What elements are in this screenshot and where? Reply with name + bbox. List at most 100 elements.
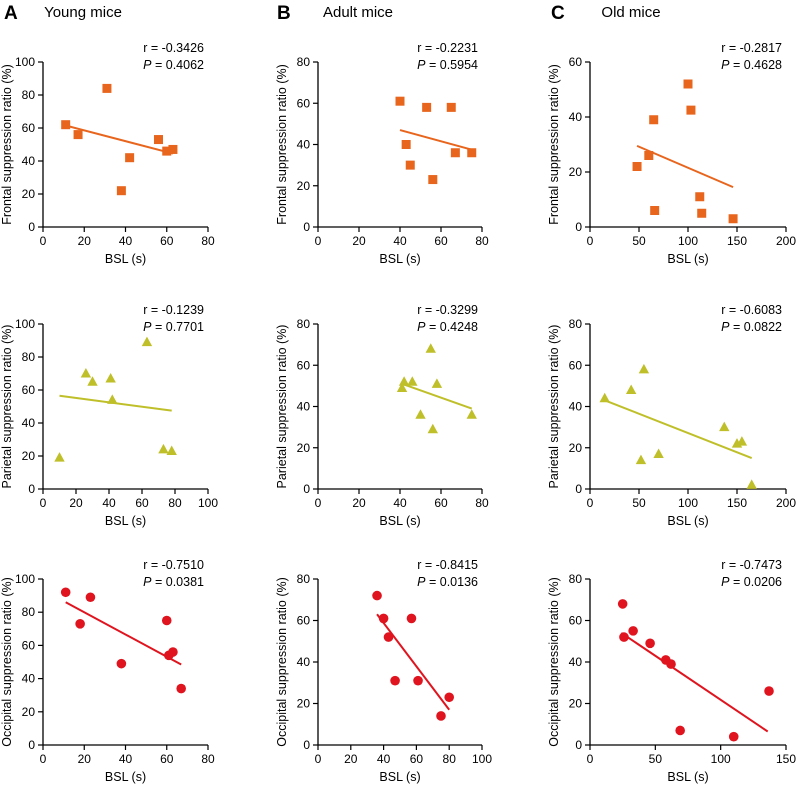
x-tick-label: 40 [393,234,407,248]
x-tick-label: 50 [632,234,646,248]
data-point-circle [619,632,629,642]
p-value-number: = 0.7701 [152,320,205,334]
p-value-label: P [721,575,730,589]
y-tick-label: 40 [22,672,36,686]
y-tick-label: 0 [28,738,35,752]
data-point-circle [764,686,774,696]
data-point-square [125,153,135,163]
data-point-triangle [625,384,637,394]
x-tick-label: 60 [434,496,448,510]
p-value: P = 0.4248 [417,320,478,334]
data-point-triangle [407,376,418,386]
y-axis-label: Frontal suppression ratio (%) [275,64,289,224]
y-tick-label: 100 [15,572,35,586]
y-tick-label: 60 [22,121,36,135]
data-point-square [649,115,659,125]
data-point-square [697,208,707,218]
x-tick-label: 60 [434,234,448,248]
correlation-r: r = -0.1239 [143,303,204,317]
y-axis-label: Frontal suppression ratio (%) [0,64,14,224]
x-tick-label: 0 [587,496,594,510]
y-tick-label: 0 [28,220,35,234]
p-value: P = 0.4628 [721,58,782,72]
y-tick-label: 80 [22,350,36,364]
y-tick-label: 20 [297,441,311,455]
x-axis-label: BSL (s) [105,252,146,266]
y-axis-label: Parietal suppression ratio (%) [547,325,561,489]
x-tick-label: 100 [678,496,698,510]
data-point-circle [161,615,172,626]
x-tick-label: 60 [410,752,424,766]
p-value-number: = 0.0206 [730,575,783,589]
p-value-number: = 0.4628 [730,58,783,72]
x-tick-label: 80 [475,496,489,510]
x-tick-label: 0 [315,496,322,510]
data-point-circle [617,599,628,609]
data-point-circle [444,692,455,703]
data-point-square [102,83,112,93]
data-point-square [61,120,71,130]
data-point-circle [383,632,394,642]
data-point-square [650,206,660,215]
x-tick-label: 50 [649,752,663,766]
chart-panel-B-occipital: 0 20 40 60 80 100 0 20 40 60 80 BSL (s) Occipital su… [275,558,492,784]
x-tick-label: 80 [475,234,489,248]
y-axis-label: Occipital suppression ratio (%) [275,577,289,747]
x-tick-label: 60 [135,496,149,510]
p-value: P = 0.0206 [721,575,782,589]
p-value-label: P [417,575,426,589]
data-point-square [446,102,456,112]
correlation-r: r = -0.7473 [721,558,782,572]
y-tick-label: 80 [22,605,36,619]
data-point-square [450,148,460,158]
panel-letter-c: C [551,3,565,24]
data-point-square [728,214,738,224]
correlation-r: r = -0.7510 [143,558,204,572]
y-tick-label: 20 [22,187,36,201]
y-tick-label: 20 [22,449,36,463]
y-tick-label: 0 [28,482,35,496]
data-point-triangle [141,336,153,347]
p-value: P = 0.7701 [143,320,204,334]
p-value-label: P [143,575,152,589]
data-point-circle [628,626,638,636]
data-point-square [644,151,654,160]
x-tick-label: 100 [198,496,218,510]
p-value: P = 0.0822 [721,320,782,334]
data-point-triangle [105,372,116,383]
x-tick-label: 0 [587,752,594,766]
data-point-circle [728,731,739,742]
correlation-r: r = -0.8415 [417,558,478,572]
data-point-circle [666,659,676,669]
chart-panel-C-frontal: 0 50 100 150 200 0 20 40 60 BSL (s) Frontal suppre… [547,41,796,266]
regression-line [376,613,450,711]
p-value-label: P [143,320,152,334]
data-point-square [428,175,438,185]
data-point-triangle [54,452,65,462]
x-axis-label: BSL (s) [379,252,420,266]
x-tick-label: 20 [69,496,83,510]
data-point-circle [60,587,71,598]
data-point-triangle [736,436,748,446]
regression-line [399,129,473,151]
data-point-square [162,146,172,156]
y-axis-label: Frontal suppression ratio (%) [547,64,561,224]
y-tick-label: 0 [303,738,310,752]
chart-panel-A-occipital: 0 20 40 60 80 0 20 40 60 80 100 BSL (s) Occipital su… [0,558,215,784]
p-value-number: = 0.0136 [426,575,479,589]
data-point-triangle [746,479,757,489]
data-point-triangle [599,392,610,403]
y-axis-label: Parietal suppression ratio (%) [275,325,289,489]
x-tick-label: 0 [40,496,47,510]
data-point-triangle [653,448,664,458]
panel-letter-b: B [277,3,291,24]
y-axis-label: Occipital suppression ratio (%) [547,577,561,747]
column-title-old: Old mice [601,4,660,21]
data-point-square [467,148,477,158]
y-tick-label: 60 [569,55,583,69]
regression-line [65,124,174,155]
data-point-triangle [466,409,477,419]
y-tick-label: 40 [22,416,36,430]
x-tick-label: 0 [40,234,47,248]
x-tick-label: 40 [377,752,391,766]
